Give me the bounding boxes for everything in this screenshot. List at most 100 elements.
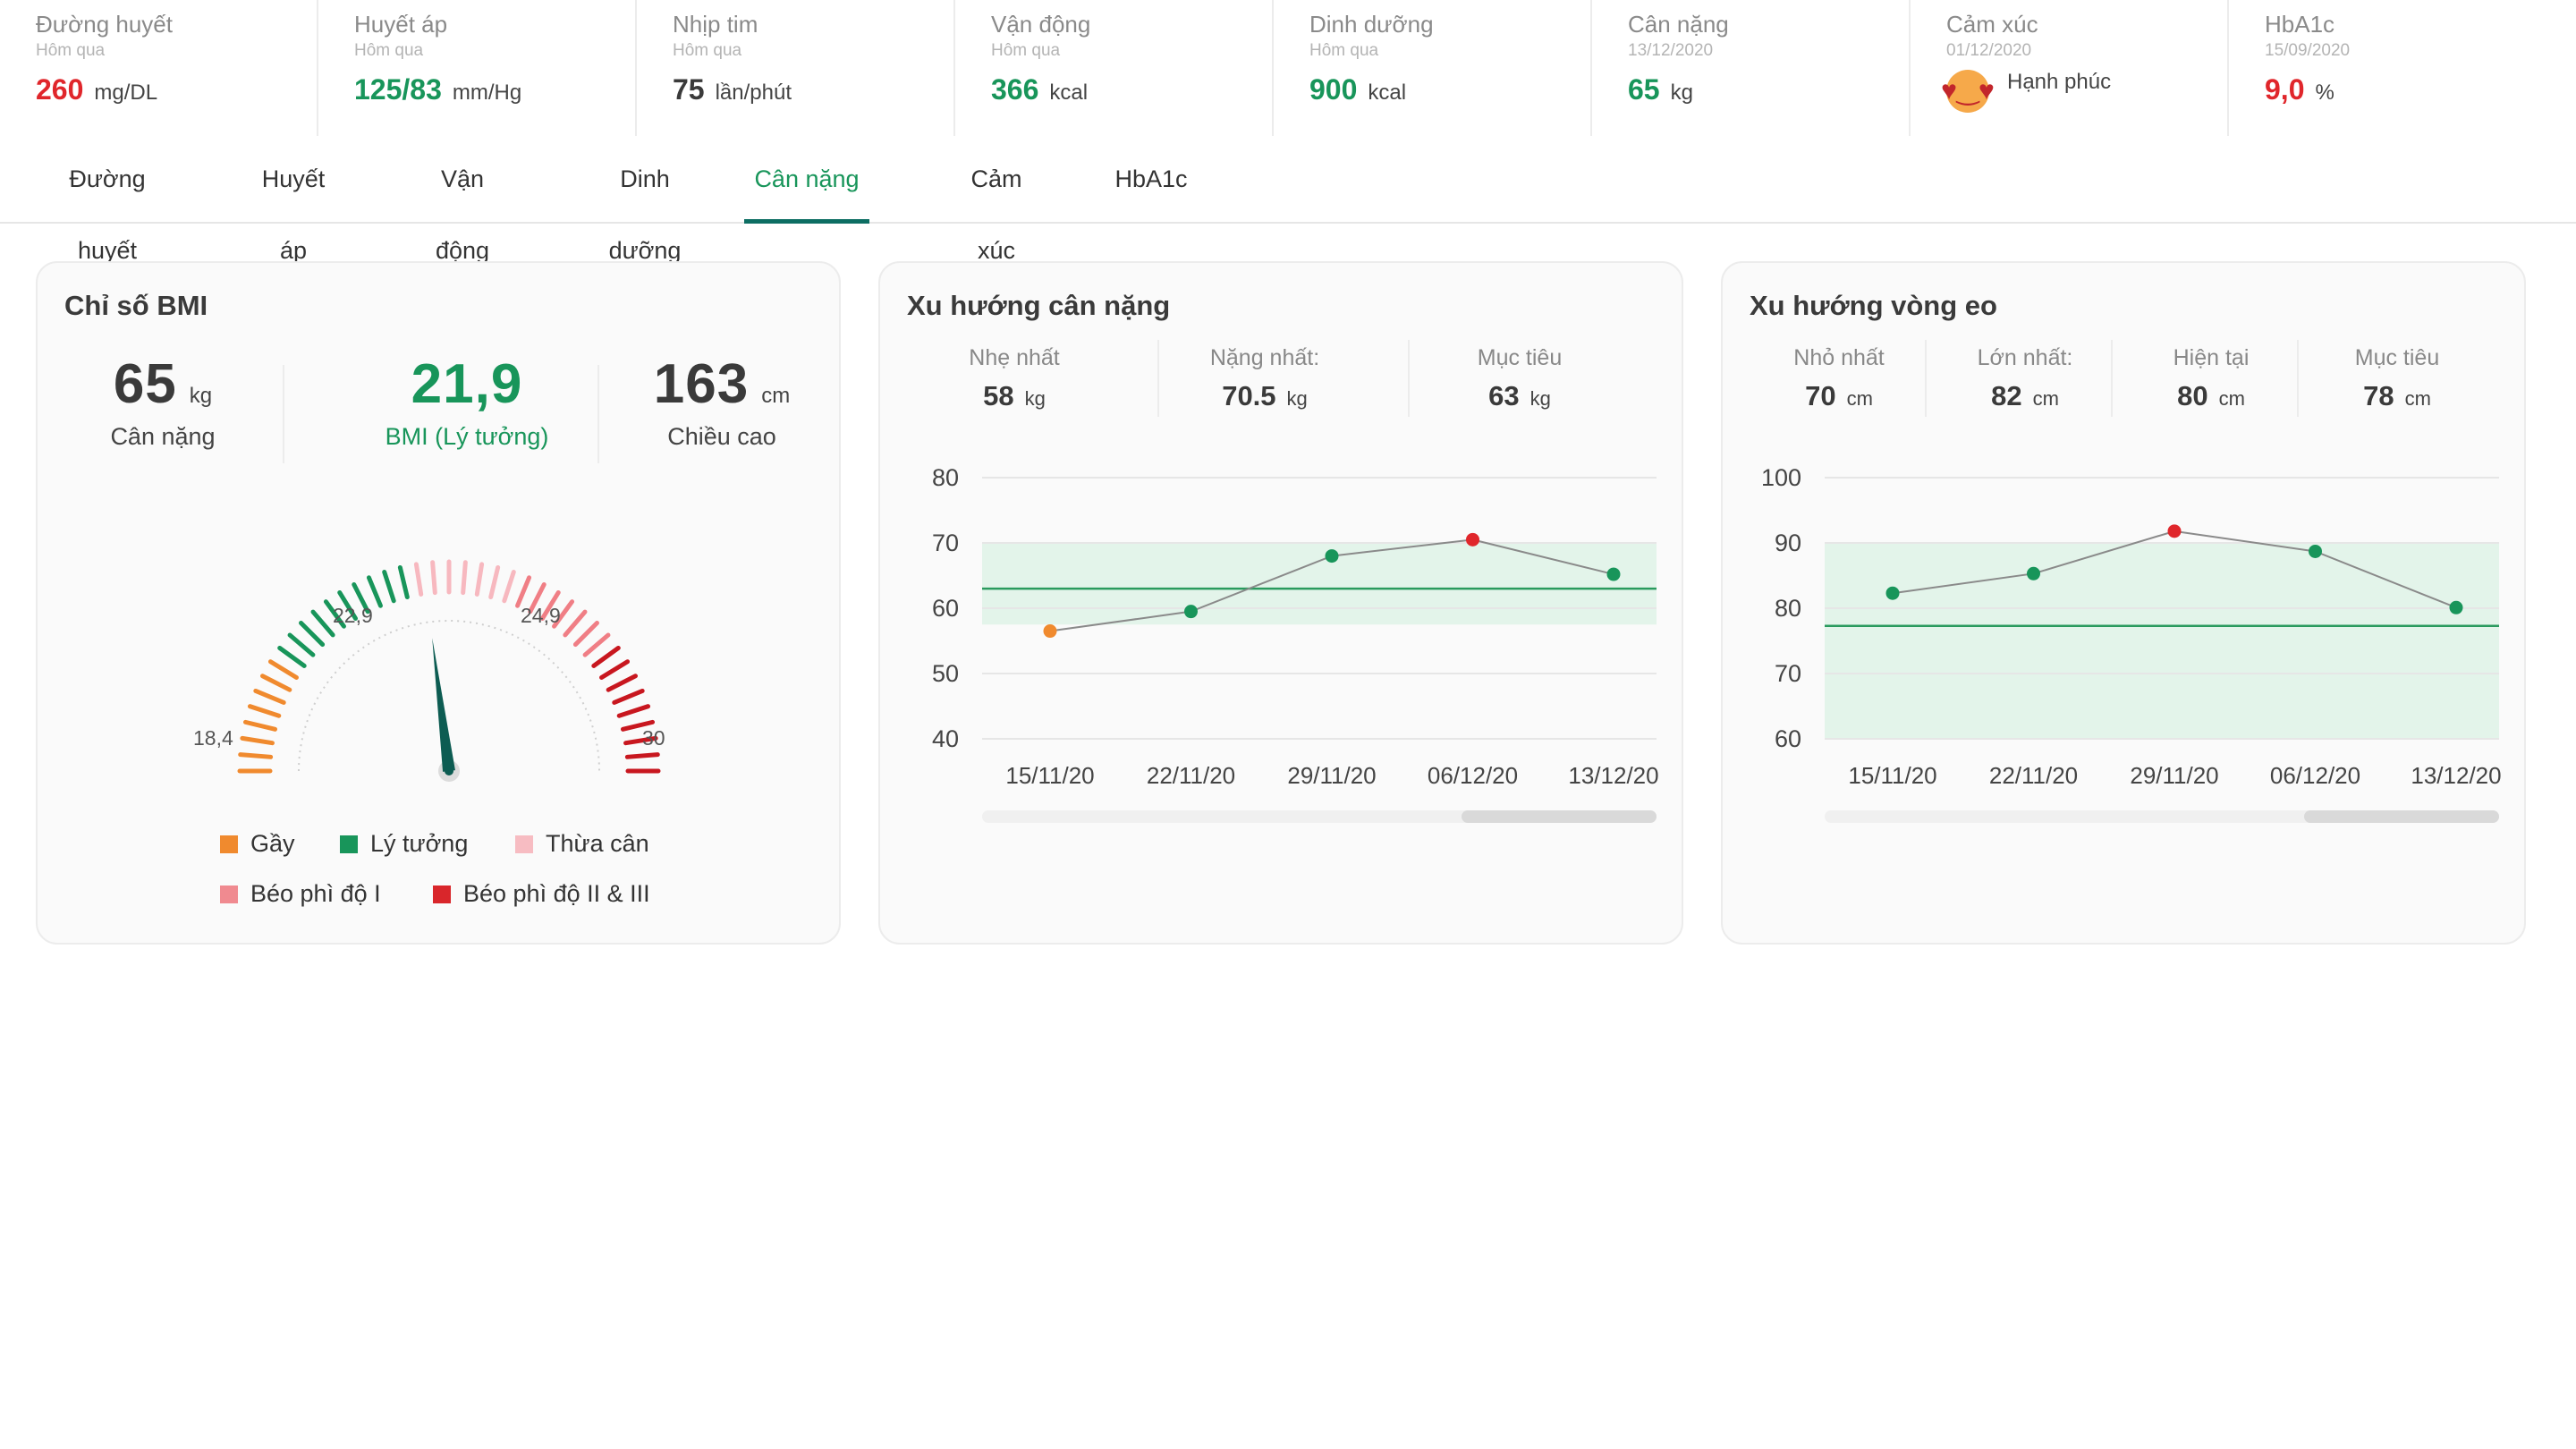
stat-label: Hiện tại [2173, 345, 2250, 370]
y-tick-label: 90 [1775, 530, 1801, 556]
target-range-band [1825, 543, 2499, 739]
bmi-weight-stat: 65 kg Cân nặng [73, 352, 252, 451]
data-point[interactable] [1184, 605, 1198, 619]
stat-unit: cm [2218, 387, 2245, 410]
tab-blood-pressure[interactable]: Huyết áp [261, 165, 326, 264]
legend-swatch [220, 885, 238, 903]
gauge-tick [287, 632, 316, 657]
gauge-tick [413, 562, 424, 597]
x-tick-label: 15/11/20 [1005, 762, 1094, 789]
gauge-tick [624, 752, 660, 759]
metric-blood-sugar[interactable]: Đường huyết Hôm qua 260 mg/DL [0, 0, 318, 136]
metric-subtitle: 15/09/2020 [2265, 41, 2351, 60]
y-tick-label: 80 [1775, 595, 1801, 622]
divider [2111, 340, 2113, 417]
metric-subtitle: Hôm qua [354, 41, 424, 60]
legend-swatch [220, 835, 238, 853]
data-point[interactable] [1606, 567, 1621, 581]
data-point[interactable] [1325, 549, 1339, 564]
gauge-tick [310, 609, 335, 638]
target-range-band [982, 543, 1657, 625]
y-tick-label: 80 [932, 464, 959, 491]
stat-value: 70 [1805, 380, 1836, 411]
height-label: Chiều cao [667, 423, 776, 450]
weight-value: 65 [113, 353, 177, 415]
metric-value: 260 [36, 73, 84, 106]
y-tick-label: 70 [932, 530, 959, 556]
bmi-label: BMI (Lý tưởng) [385, 423, 549, 450]
bmi-gauge: 18,4 22,9 24,9 30 [193, 559, 665, 782]
legend-label: Lý tưởng [370, 830, 469, 857]
metric-subtitle: Hôm qua [36, 41, 106, 60]
data-point[interactable] [2309, 544, 2322, 558]
weight-unit: kg [189, 384, 213, 408]
waist-trend-chart: 100 90 80 70 60 15/11/20 22/11/20 29/11/20 06/12… [1761, 464, 2502, 823]
y-tick-label: 40 [932, 725, 959, 752]
metric-value: 125/83 [354, 73, 442, 106]
stat-unit: cm [2404, 387, 2431, 410]
metric-activity[interactable]: Vận động Hôm qua 366 kcal [955, 0, 1274, 136]
stat-min-waist: Nhỏ nhất 70 cm [1767, 345, 1911, 412]
x-tick-label: 15/11/20 [1848, 762, 1936, 789]
tab-hba1c[interactable]: HbA1c [1114, 165, 1188, 192]
y-tick-label: 60 [1775, 725, 1801, 752]
metric-mood[interactable]: Cảm xúc 01/12/2020 ♥‿♥ Hạnh phúc [1911, 0, 2229, 136]
divider [1925, 340, 1927, 417]
waist-trend-title: Xu hướng vòng eo [1750, 290, 1997, 321]
data-point[interactable] [1466, 532, 1479, 547]
data-point[interactable] [2027, 566, 2040, 580]
stat-value: 82 [1991, 380, 2022, 411]
metric-nutrition[interactable]: Dinh dưỡng Hôm qua 900 kcal [1274, 0, 1592, 136]
chart-scrollbar-thumb[interactable] [2304, 810, 2499, 823]
weight-label: Cân nặng [110, 423, 216, 450]
legend-label: Béo phì độ II & III [463, 880, 650, 907]
data-point[interactable] [1885, 586, 1900, 600]
x-tick-label: 06/12/20 [2270, 762, 2360, 789]
gauge-tick [247, 704, 282, 718]
stat-value: 78 [2363, 380, 2394, 411]
x-tick-label: 13/12/20 [1568, 762, 1658, 789]
metric-heart-rate[interactable]: Nhịp tim Hôm qua 75 lần/phút [637, 0, 955, 136]
gauge-tick [238, 752, 274, 759]
tab-weight[interactable]: Cân nặng [744, 143, 869, 224]
tab-blood-sugar[interactable]: Đường huyết [69, 165, 146, 264]
gauge-tick [623, 735, 658, 746]
data-point[interactable] [1043, 624, 1057, 639]
metric-hba1c[interactable]: HbA1c 15/09/2020 9,0% [2229, 0, 2547, 136]
data-point[interactable] [2167, 524, 2182, 538]
metric-title: Đường huyết [36, 11, 173, 38]
stat-unit: kg [1286, 387, 1308, 410]
gauge-needle [432, 638, 460, 782]
divider [1157, 340, 1159, 417]
gauge-tick [323, 599, 346, 629]
tab-nutrition[interactable]: Dinh dưỡng [608, 165, 682, 264]
legend-item: Thừa cân [515, 830, 649, 858]
metric-weight[interactable]: Cân nặng 13/12/2020 65 kg [1592, 0, 1911, 136]
gauge-tick [240, 735, 275, 746]
stat-label: Nhỏ nhất [1793, 345, 1885, 370]
x-tick-label: 13/12/20 [2411, 762, 2501, 789]
stat-unit: kg [1024, 387, 1046, 410]
metric-blood-pressure[interactable]: Huyết áp Hôm qua 125/83 mm/Hg [318, 0, 637, 136]
stat-value: 80 [2177, 380, 2208, 411]
gauge-tick [461, 560, 468, 596]
y-tick-label: 70 [1775, 660, 1801, 687]
data-point[interactable] [2449, 600, 2463, 614]
metric-value: 9,0 [2265, 73, 2305, 106]
tab-mood[interactable]: Cảm xúc [970, 165, 1022, 264]
metric-title: Cảm xúc [1946, 11, 2038, 38]
metric-value: 65 [1628, 73, 1660, 106]
y-tick-label: 60 [932, 595, 959, 622]
gauge-tick [366, 575, 383, 608]
bmi-card-title: Chỉ số BMI [64, 290, 208, 321]
metric-value: 75 [673, 73, 705, 106]
metric-subtitle: Hôm qua [1309, 41, 1379, 60]
chart-scrollbar-thumb[interactable] [1462, 810, 1657, 823]
gauge-tick [277, 645, 307, 668]
weight-trend-card: Xu hướng cân nặng Nhẹ nhất 58 kg Nặng nhấ… [878, 261, 1683, 945]
tab-activity[interactable]: Vận động [435, 165, 490, 264]
stat-label: Lớn nhất: [1977, 345, 2073, 370]
gauge-tick [552, 599, 575, 629]
waist-trend-card: Xu hướng vòng eo Nhỏ nhất 70 cm Lớn nhất:… [1721, 261, 2526, 945]
gauge-tick [528, 582, 547, 614]
